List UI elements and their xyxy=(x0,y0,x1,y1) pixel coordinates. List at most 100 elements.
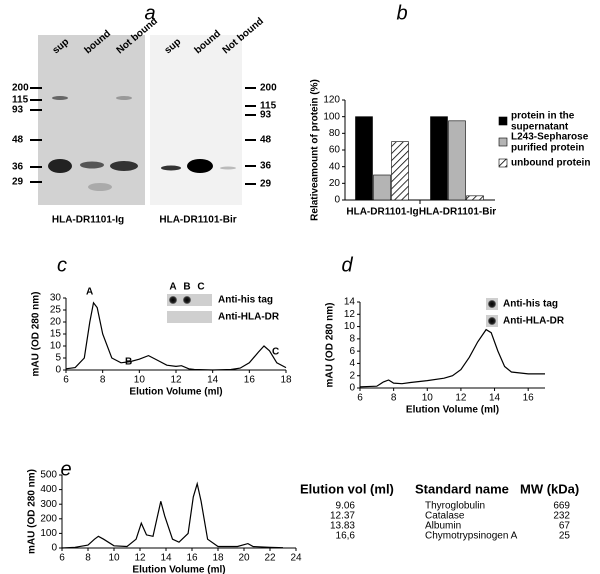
y-tick-label: 15 xyxy=(50,329,62,340)
y-tick-label: 0 xyxy=(334,195,340,206)
y-tick-label: 80 xyxy=(329,128,341,139)
blot-column: B xyxy=(183,282,190,293)
blot-label: Anti-his tag xyxy=(218,295,273,306)
marker-label: 36 xyxy=(12,162,24,173)
x-tick-label: 12 xyxy=(134,553,146,564)
marker-label: 200 xyxy=(260,83,277,94)
table-header: Elution vol (ml) xyxy=(300,481,394,496)
y-tick-label: 400 xyxy=(40,484,57,495)
bar xyxy=(466,195,484,201)
legend-label: L243-Sepharose purified protein xyxy=(511,131,589,153)
x-tick-label: 6 xyxy=(63,375,69,386)
y-tick-label: 40 xyxy=(329,161,341,172)
band xyxy=(161,165,181,171)
table-cell: 669 xyxy=(553,501,570,512)
table-cell: 232 xyxy=(553,511,570,522)
table-header: Standard name xyxy=(415,481,509,496)
marker-label: 48 xyxy=(260,135,272,146)
gel-caption: HLA-DR1101-Bir xyxy=(159,215,236,226)
band xyxy=(187,159,213,173)
panel-label: b xyxy=(396,2,407,24)
x-tick-label: 6 xyxy=(357,393,363,404)
y-tick-label: 10 xyxy=(344,321,356,332)
x-tick-label: HLA-DR1101-Ig xyxy=(346,207,418,218)
blot-label: Anti-HLA-DR xyxy=(218,312,280,323)
x-tick-label: 14 xyxy=(489,393,501,404)
band xyxy=(110,161,138,171)
marker-label: 29 xyxy=(260,179,272,190)
band xyxy=(116,96,132,100)
y-tick-label: 0 xyxy=(349,383,355,394)
blot-dot xyxy=(169,296,177,304)
gel-caption: HLA-DR1101-Ig xyxy=(52,215,124,226)
x-tick-label: 12 xyxy=(170,375,182,386)
bar xyxy=(430,116,448,201)
table-cell: Chymotrypsinogen A xyxy=(425,531,518,542)
table-cell: 25 xyxy=(559,531,571,542)
table-cell: 12.37 xyxy=(330,511,355,522)
bar xyxy=(448,120,466,201)
gel-images xyxy=(38,35,242,205)
table-cell: 9.06 xyxy=(336,501,356,512)
marker-label: 115 xyxy=(12,95,29,106)
bar xyxy=(391,141,409,201)
x-axis-label: Elution Volume (ml) xyxy=(406,405,499,416)
y-tick-label: 0 xyxy=(51,543,57,554)
x-tick-label: 10 xyxy=(134,375,146,386)
marker-label: 93 xyxy=(260,110,272,121)
y-tick-label: 10 xyxy=(50,341,62,352)
peak-label: B xyxy=(125,357,132,368)
bar xyxy=(355,116,373,201)
blot-label: Anti-his tag xyxy=(503,299,558,310)
legend-swatch xyxy=(498,158,508,168)
marker-label: 115 xyxy=(260,101,277,112)
y-tick-label: 5 xyxy=(55,353,61,364)
peak-label: C xyxy=(272,347,279,358)
x-tick-label: HLA-DR1101-Bir xyxy=(419,207,496,218)
peak-label: A xyxy=(86,287,93,298)
bar xyxy=(373,174,391,201)
y-tick-label: 200 xyxy=(40,513,57,524)
y-tick-label: 100 xyxy=(40,528,57,539)
y-tick-label: 8 xyxy=(349,333,355,344)
blot-dot xyxy=(488,300,496,308)
gel-right xyxy=(150,35,242,205)
table-cell: Thyroglobulin xyxy=(425,501,485,512)
x-tick-label: 16 xyxy=(244,375,256,386)
x-tick-label: 8 xyxy=(391,393,397,404)
x-tick-label: 18 xyxy=(280,375,292,386)
x-tick-label: 10 xyxy=(422,393,434,404)
table-cell: Catalase xyxy=(425,511,465,522)
legend-label: unbound protein xyxy=(511,158,590,169)
y-axis-label: Relativeamount of protein (%) xyxy=(310,79,321,221)
y-tick-label: 0 xyxy=(55,365,61,376)
y-tick-label: 300 xyxy=(40,499,57,510)
band xyxy=(52,96,68,100)
trace xyxy=(65,301,287,371)
x-tick-label: 18 xyxy=(212,553,224,564)
table-header: MW (kDa) xyxy=(520,481,579,496)
band xyxy=(88,183,112,191)
y-tick-label: 2 xyxy=(349,370,355,381)
gel-left xyxy=(38,35,145,205)
y-tick-label: 100 xyxy=(323,111,340,122)
y-tick-label: 12 xyxy=(344,309,356,320)
marker-label: 36 xyxy=(260,161,272,172)
x-tick-label: 12 xyxy=(455,393,467,404)
y-tick-label: 30 xyxy=(50,293,62,304)
blot-column: C xyxy=(197,282,204,293)
marker-label: 93 xyxy=(12,105,24,116)
x-tick-label: 10 xyxy=(108,553,120,564)
y-tick-label: 20 xyxy=(50,317,62,328)
marker-label: 200 xyxy=(12,83,29,94)
x-axis-label: Elution Volume (ml) xyxy=(129,387,222,398)
x-tick-label: 20 xyxy=(238,553,250,564)
y-tick-label: 14 xyxy=(344,297,356,308)
panel-label: d xyxy=(341,254,353,276)
blot-strip xyxy=(167,311,212,323)
blot-column: A xyxy=(169,282,176,293)
x-tick-label: 24 xyxy=(290,553,302,564)
marker-label: 29 xyxy=(12,177,24,188)
